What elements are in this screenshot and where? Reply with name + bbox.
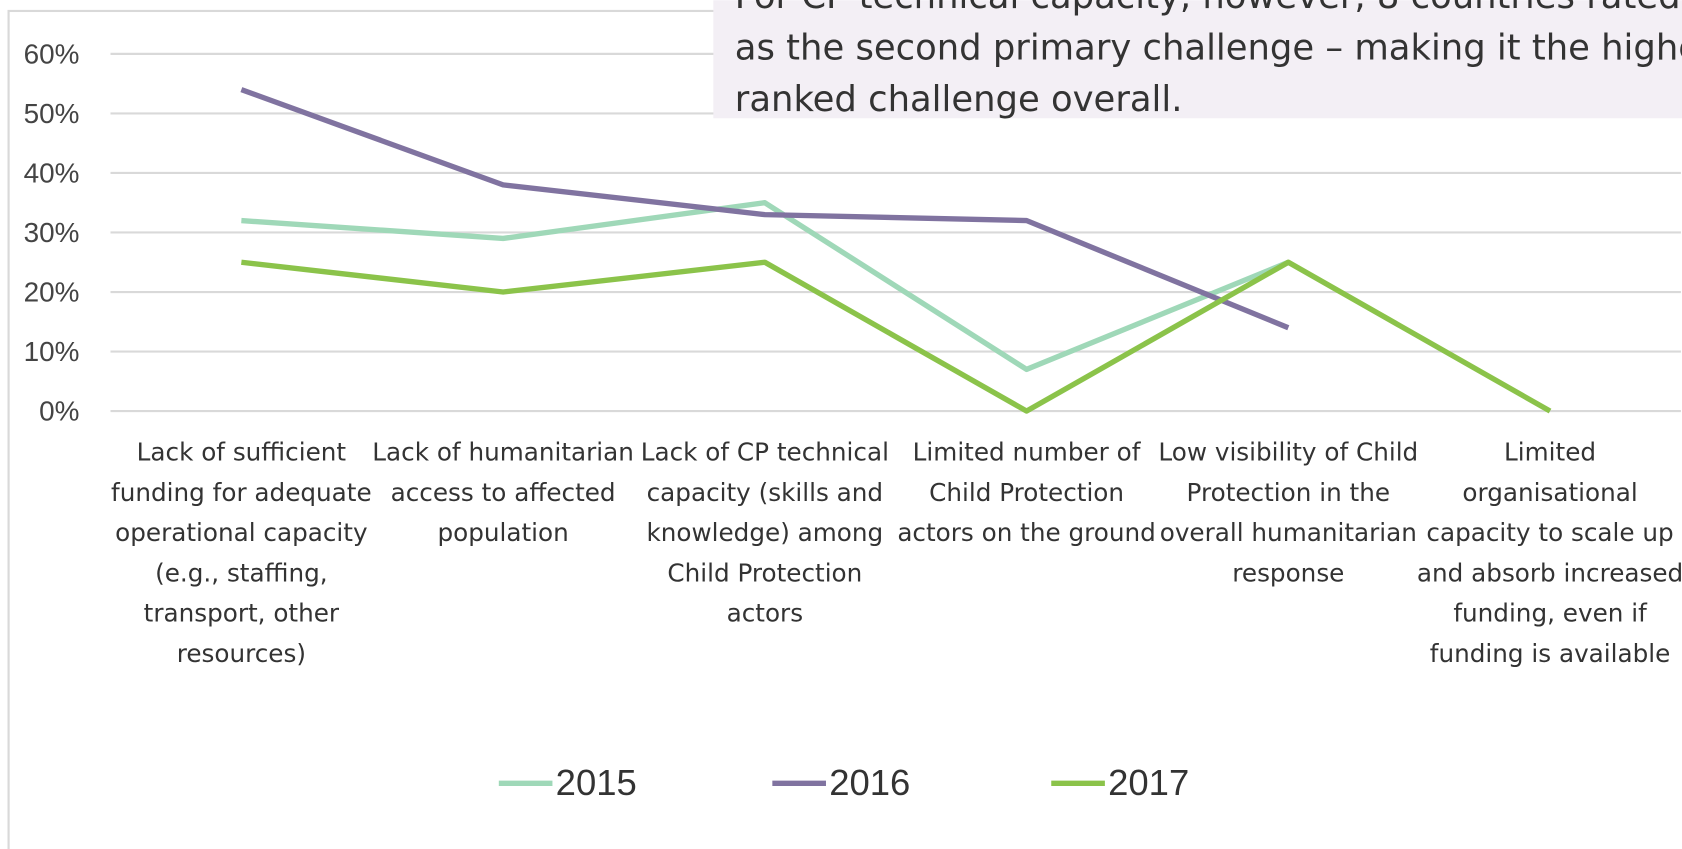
x-tick-label-box: Lack of humanitarian access to affected … <box>372 438 634 548</box>
y-tick-label: 40% <box>24 157 80 188</box>
x-tick-label-box: Low visibility of Child Protection in th… <box>1158 438 1419 588</box>
annotation-box <box>713 0 1682 119</box>
series-line <box>241 200 1290 373</box>
y-tick-label: 0% <box>39 396 79 427</box>
x-tick-label: Low visibility of Child Protection in th… <box>1158 438 1419 588</box>
x-tick-label: Lack of humanitarian access to affected … <box>372 438 634 548</box>
annotation-text: ranked challenge overall. <box>735 79 1183 120</box>
y-tick-label: 60% <box>24 38 80 69</box>
y-tick-label: 50% <box>24 98 80 129</box>
legend-label: 2015 <box>556 762 637 803</box>
x-tick-label: Lack of sufficient funding for adequate … <box>111 438 372 669</box>
x-tick-label-box: Limited number of Child Protection actor… <box>897 438 1156 548</box>
x-tick-label-box: Lack of sufficient funding for adequate … <box>111 438 372 669</box>
chart-frame <box>7 9 1682 849</box>
annotation-text: as the second primary challenge – making… <box>735 28 1682 69</box>
legend-label: 2017 <box>1108 762 1189 803</box>
y-tick-label: 30% <box>24 217 80 248</box>
series-line <box>241 259 1552 414</box>
y-tick-label: 10% <box>24 336 80 367</box>
x-tick-label-box: Lack of CP technical capacity (skills an… <box>640 438 889 628</box>
annotation-text: For CP technical capacity, however, 8 co… <box>735 0 1682 17</box>
x-tick-label: Limited organisational capacity to scale… <box>1416 438 1682 669</box>
y-tick-label: 20% <box>24 277 80 308</box>
legend-label: 2016 <box>829 762 910 803</box>
x-tick-label: Lack of CP technical capacity (skills an… <box>640 438 889 628</box>
x-tick-label-box: Limited organisational capacity to scale… <box>1416 438 1682 669</box>
x-tick-label: Limited number of Child Protection actor… <box>897 438 1156 548</box>
series-line <box>240 87 1290 331</box>
